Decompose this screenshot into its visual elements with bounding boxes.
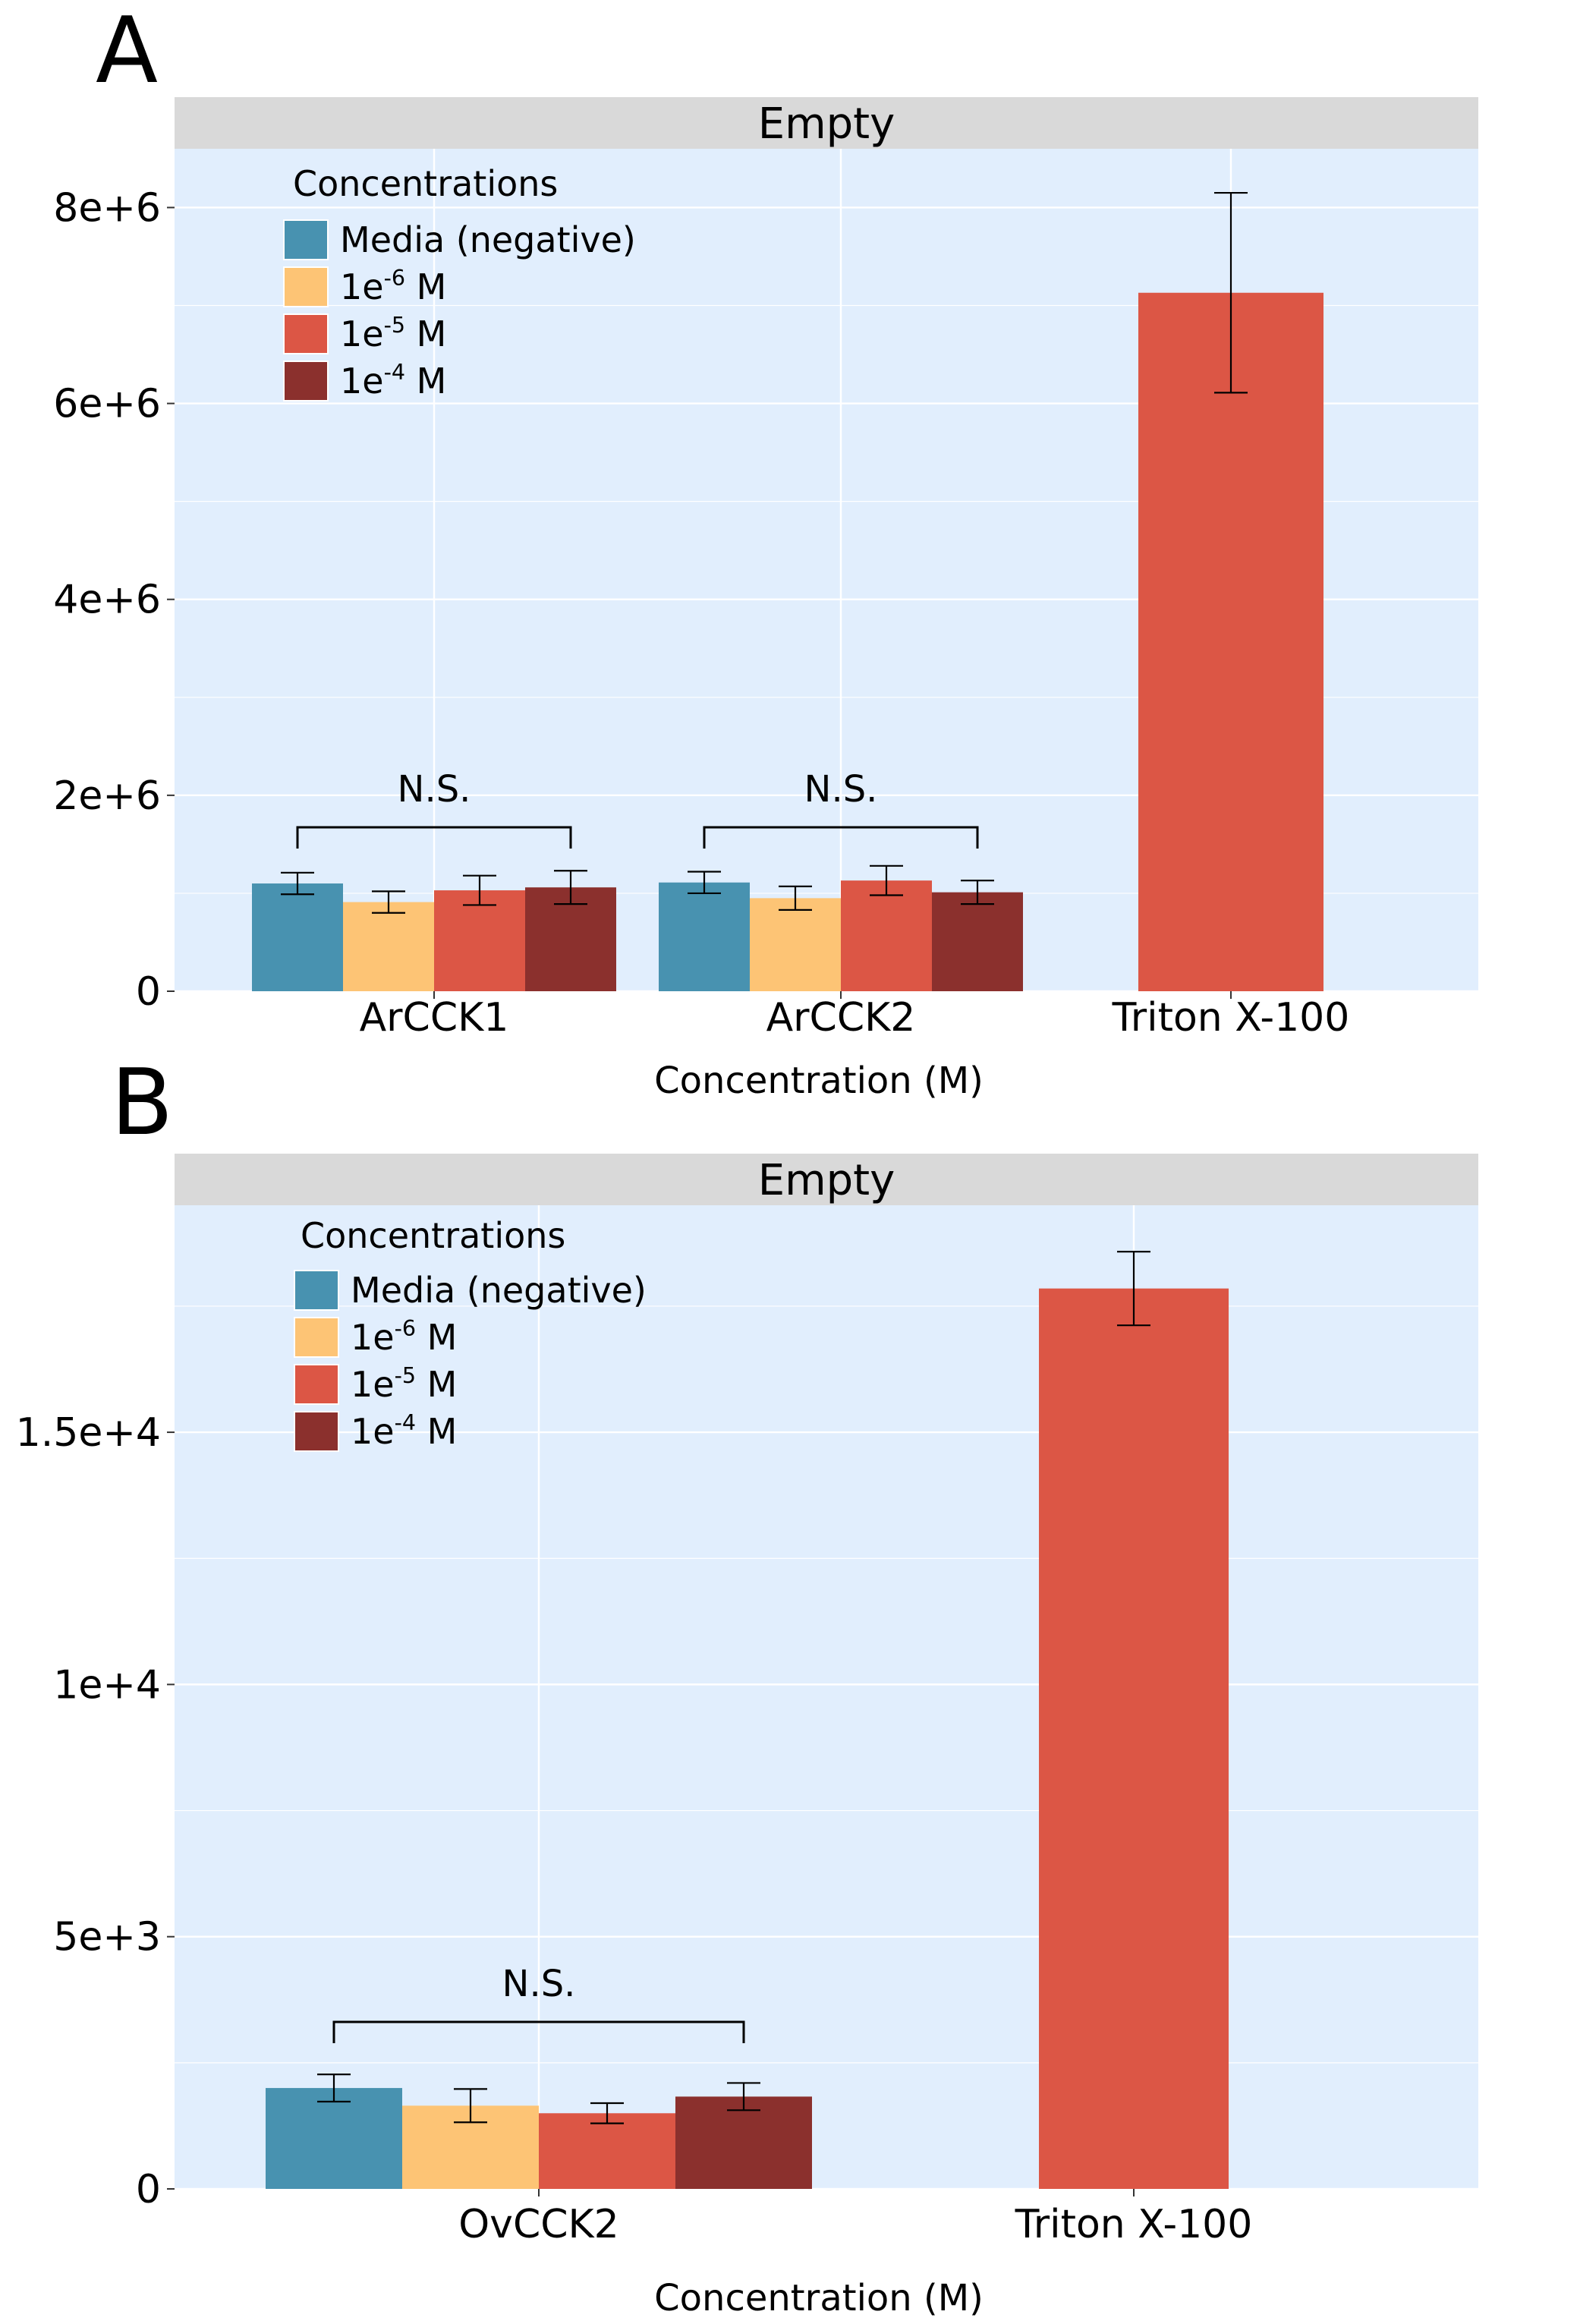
bar bbox=[434, 890, 525, 991]
legend-label: Media (negative) bbox=[351, 1270, 647, 1311]
panel-label: B bbox=[111, 1050, 173, 1156]
legend-label-exponent: -4 bbox=[384, 360, 405, 385]
legend-swatch bbox=[294, 1411, 339, 1452]
legend-label-unit: M bbox=[405, 313, 446, 354]
y-tick-label: 4e+6 bbox=[53, 578, 161, 623]
legend-label-base: 1e bbox=[340, 361, 384, 402]
bar bbox=[1039, 1288, 1229, 2189]
legend-label-unit: M bbox=[416, 1364, 457, 1405]
legend-label-exponent: -5 bbox=[384, 313, 405, 338]
significance-bracket bbox=[703, 826, 979, 849]
y-tick-label: 0 bbox=[136, 2167, 161, 2212]
legend-title: Concentrations bbox=[293, 163, 558, 204]
legend-label-unit: M bbox=[405, 361, 446, 402]
x-tick-label: ArCCK1 bbox=[360, 995, 509, 1041]
legend-label-exponent: -5 bbox=[395, 1363, 416, 1388]
bar bbox=[841, 880, 932, 991]
legend-label-exponent: -4 bbox=[395, 1410, 416, 1435]
legend-title: Concentrations bbox=[301, 1215, 565, 1256]
bar bbox=[266, 2088, 402, 2189]
legend-label-base: 1e bbox=[340, 313, 384, 354]
legend-swatch bbox=[294, 1317, 339, 1358]
legend-label-unit: M bbox=[416, 1317, 457, 1358]
facet-strip bbox=[175, 1154, 1478, 1205]
legend-label-base: Media (negative) bbox=[351, 1270, 647, 1311]
y-tick-label: 1e+4 bbox=[53, 1662, 161, 1708]
legend-swatch bbox=[294, 1364, 339, 1405]
legend-label-base: 1e bbox=[351, 1317, 395, 1358]
legend-label-exponent: -6 bbox=[395, 1316, 416, 1341]
legend-label: 1e-4 M bbox=[351, 1410, 457, 1452]
x-axis-title: Concentration (M) bbox=[654, 2277, 984, 2319]
legend-swatch bbox=[283, 313, 329, 354]
y-tick-label: 6e+6 bbox=[53, 382, 161, 427]
legend-label-base: 1e bbox=[351, 1411, 395, 1452]
legend-label-base: Media (negative) bbox=[340, 219, 636, 260]
bar bbox=[1138, 292, 1323, 991]
y-tick-label: 1.5e+4 bbox=[16, 1410, 161, 1456]
legend-swatch bbox=[283, 266, 329, 307]
significance-bracket bbox=[296, 826, 572, 849]
bar bbox=[750, 898, 841, 991]
bar bbox=[252, 883, 343, 991]
x-tick-label: Triton X-100 bbox=[1015, 2202, 1253, 2247]
x-tick-label: Triton X-100 bbox=[1112, 995, 1350, 1041]
y-tick-label: 8e+6 bbox=[53, 185, 161, 231]
chart-panel-a: A Empty 0 2e+6 4e+6 6e+6 8e+6 ArCCK1 ArCCK2 Trito… bbox=[53, 0, 1478, 1102]
legend-label-unit: M bbox=[416, 1411, 457, 1452]
bar bbox=[539, 2113, 675, 2189]
y-tick-label: 5e+3 bbox=[53, 1915, 161, 1960]
legend-label: 1e-6 M bbox=[340, 266, 446, 307]
legend-label-base: 1e bbox=[351, 1364, 395, 1405]
legend-label-unit: M bbox=[405, 266, 446, 307]
legend-label: 1e-6 M bbox=[351, 1316, 457, 1358]
x-tick-label: OvCCK2 bbox=[458, 2202, 619, 2247]
plot-background bbox=[175, 1205, 1478, 2189]
significance-label: N.S. bbox=[398, 768, 471, 811]
legend-swatch bbox=[294, 1270, 339, 1311]
panel-label: A bbox=[96, 0, 158, 104]
legend-label: 1e-5 M bbox=[340, 313, 446, 354]
x-axis-title: Concentration (M) bbox=[654, 1060, 984, 1102]
y-tick-label: 0 bbox=[136, 969, 161, 1015]
facet-title: Empty bbox=[758, 1156, 895, 1205]
bar bbox=[343, 902, 434, 991]
legend-label: 1e-5 M bbox=[351, 1363, 457, 1405]
significance-label: N.S. bbox=[502, 1963, 576, 2005]
x-tick-label: ArCCK2 bbox=[766, 995, 916, 1041]
bar bbox=[675, 2096, 812, 2189]
legend-swatch bbox=[283, 361, 329, 402]
bar bbox=[659, 882, 750, 991]
significance-bracket bbox=[332, 2020, 745, 2043]
y-tick-label: 2e+6 bbox=[53, 773, 161, 819]
facet-title: Empty bbox=[758, 99, 895, 149]
legend-label: 1e-4 M bbox=[340, 360, 446, 402]
chart-panel-b: B Empty 0 5e+3 1e+4 1.5e+4 OvCCK2 Triton X-100 N… bbox=[16, 1050, 1478, 2319]
bar bbox=[932, 892, 1023, 991]
legend-label-base: 1e bbox=[340, 266, 384, 307]
facet-strip bbox=[175, 97, 1478, 149]
legend-label: Media (negative) bbox=[340, 219, 636, 260]
legend-label-exponent: -6 bbox=[384, 266, 405, 291]
significance-label: N.S. bbox=[804, 768, 878, 811]
legend-swatch bbox=[283, 219, 329, 260]
